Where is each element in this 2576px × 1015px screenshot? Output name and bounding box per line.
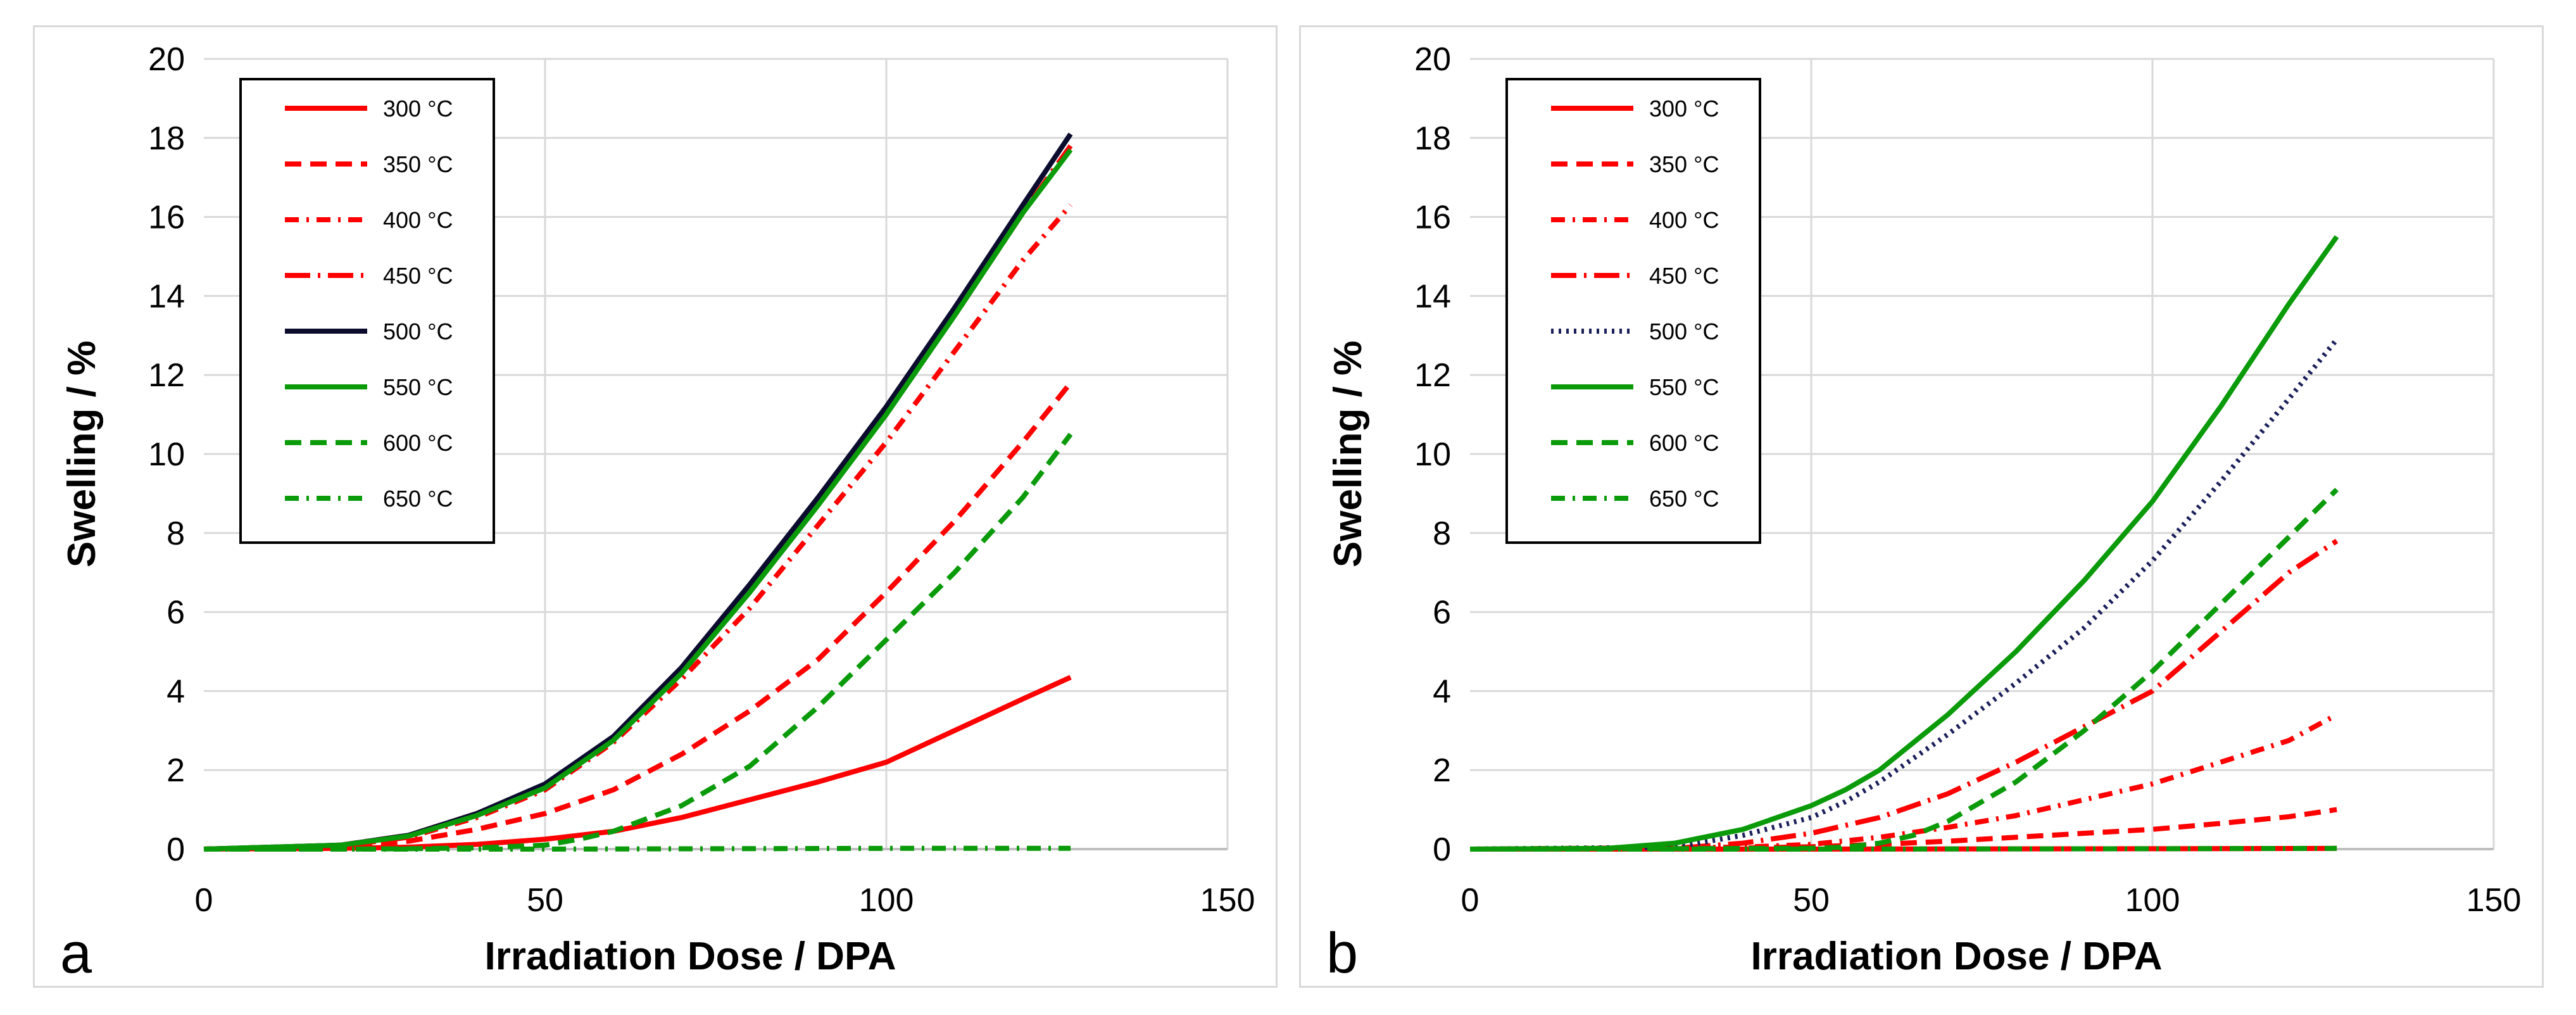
legend-label: 550 °C [1649,374,1719,400]
series-line-400c [1469,712,2338,852]
x-tick-label: 0 [1461,882,1480,919]
chart-panel-b: 0 2 4 6 8 10 12 14 16 18 20 0 50 100 150 Irradiation Do… [1299,25,2544,988]
legend-label: 450 °C [1649,263,1719,289]
legend-label: 500 °C [1649,318,1719,344]
legend-label: 300 °C [383,96,453,122]
series-line-600c [204,432,1073,852]
y-tick-label: 6 [166,595,185,631]
legend-box [1505,78,1761,544]
legend-label: 400 °C [1649,207,1719,233]
x-tick-label: 50 [1793,882,1830,919]
series-line-650c [1470,845,2337,852]
legend-label: 300 °C [1649,96,1719,122]
y-tick-label: 16 [148,199,185,236]
series-line-650c [204,845,1071,852]
legend-label: 350 °C [1649,151,1719,177]
series-line-600c [1469,488,2339,852]
legend-label: 600 °C [383,430,453,456]
legend-label: 600 °C [1649,430,1719,456]
y-tick-label: 10 [148,436,185,473]
legend-label: 400 °C [383,207,453,233]
y-tick-label: 20 [148,41,185,78]
y-tick-label: 8 [1433,515,1451,552]
legend-label: 650 °C [1649,486,1719,512]
y-tick-label: 4 [1433,673,1451,710]
y-tick-label: 2 [1433,752,1451,789]
legend-box [239,78,495,544]
x-axis-title: Irradiation Dose / DPA [1751,935,2163,978]
legend-label: 550 °C [383,374,453,400]
y-tick-label: 0 [1433,831,1451,868]
chart-panel-a: 0 2 4 6 8 10 12 14 16 18 20 0 50 100 150 Irradiation Do… [33,25,1278,988]
x-tick-label: 150 [1200,882,1255,919]
x-tick-label: 0 [195,882,213,919]
y-tick-label: 20 [1414,41,1451,78]
legend-label: 500 °C [383,318,453,344]
series-line-350c [203,381,1073,852]
y-tick-label: 6 [1433,595,1451,631]
y-tick-label: 4 [166,673,185,710]
y-tick-label: 16 [1414,199,1451,236]
x-axis-title: Irradiation Dose / DPA [485,935,896,978]
panel-label: b [1326,922,1358,985]
series-line-550c [203,148,1073,852]
y-tick-label: 8 [166,515,185,552]
y-tick-label: 12 [1414,357,1451,394]
legend-label: 350 °C [383,151,453,177]
y-tick-label: 0 [166,831,185,868]
y-tick-label: 12 [148,357,185,394]
legend-label: 450 °C [383,263,453,289]
y-axis-title: Swelling / % [60,341,104,567]
x-tick-label: 100 [2125,882,2180,919]
x-tick-label: 150 [2466,882,2522,919]
y-tick-label: 18 [1414,120,1451,157]
y-tick-label: 14 [148,278,185,315]
chart-b-svg: 0 2 4 6 8 10 12 14 16 18 20 0 50 100 150 Irradiation Do… [1326,41,2522,985]
series-line-500c [1469,337,2339,852]
series-line-400c [203,203,1073,852]
x-tick-label: 100 [859,882,914,919]
y-axis-title: Swelling / % [1326,341,1370,567]
y-tick-label: 14 [1414,278,1451,315]
series-line-550c [1469,235,2339,852]
y-tick-label: 18 [148,120,185,157]
y-tick-label: 10 [1414,436,1451,473]
legend-label: 650 °C [383,486,453,512]
chart-a-svg: 0 2 4 6 8 10 12 14 16 18 20 0 50 100 150 Irradiation Do… [60,41,1255,985]
panel-label: a [60,922,92,985]
x-tick-label: 50 [527,882,563,919]
series-line-450c [1469,538,2339,852]
y-tick-label: 2 [166,752,185,789]
